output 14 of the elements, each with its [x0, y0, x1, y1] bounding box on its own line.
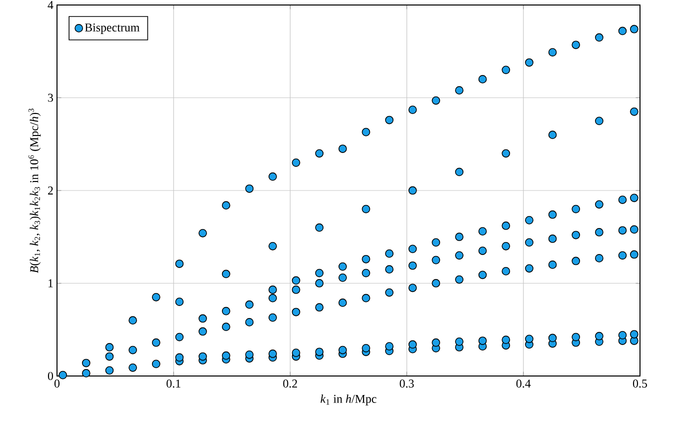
- y-tick-label: 2: [48, 186, 53, 194]
- legend-label: Bispectrum: [84, 23, 140, 34]
- x-tick-label: 0.4: [516, 380, 531, 388]
- text: B(k$_{1}$, k$_{2}$, k$_{3}$)k$_{1}$k$_{2}$k$_{3}$ in 10$^{6}$ (Mpc/h)$^{3}$: [28, 108, 41, 274]
- x-tick-label: 0: [54, 380, 60, 388]
- x-tick-label: 0.3: [400, 380, 414, 388]
- y-tick-label: 0: [48, 372, 54, 380]
- x-tick-label: 0.1: [166, 380, 180, 388]
- x-axis-title: k$_{1}$ in h/Mpc: [320, 394, 376, 406]
- y-tick-label: 1: [48, 279, 53, 288]
- y-tick-label: 3: [48, 94, 54, 102]
- y-tick-label: 4: [48, 1, 54, 9]
- x-tick-label: 0.5: [632, 380, 648, 388]
- x-tick-label: 0.2: [283, 380, 298, 388]
